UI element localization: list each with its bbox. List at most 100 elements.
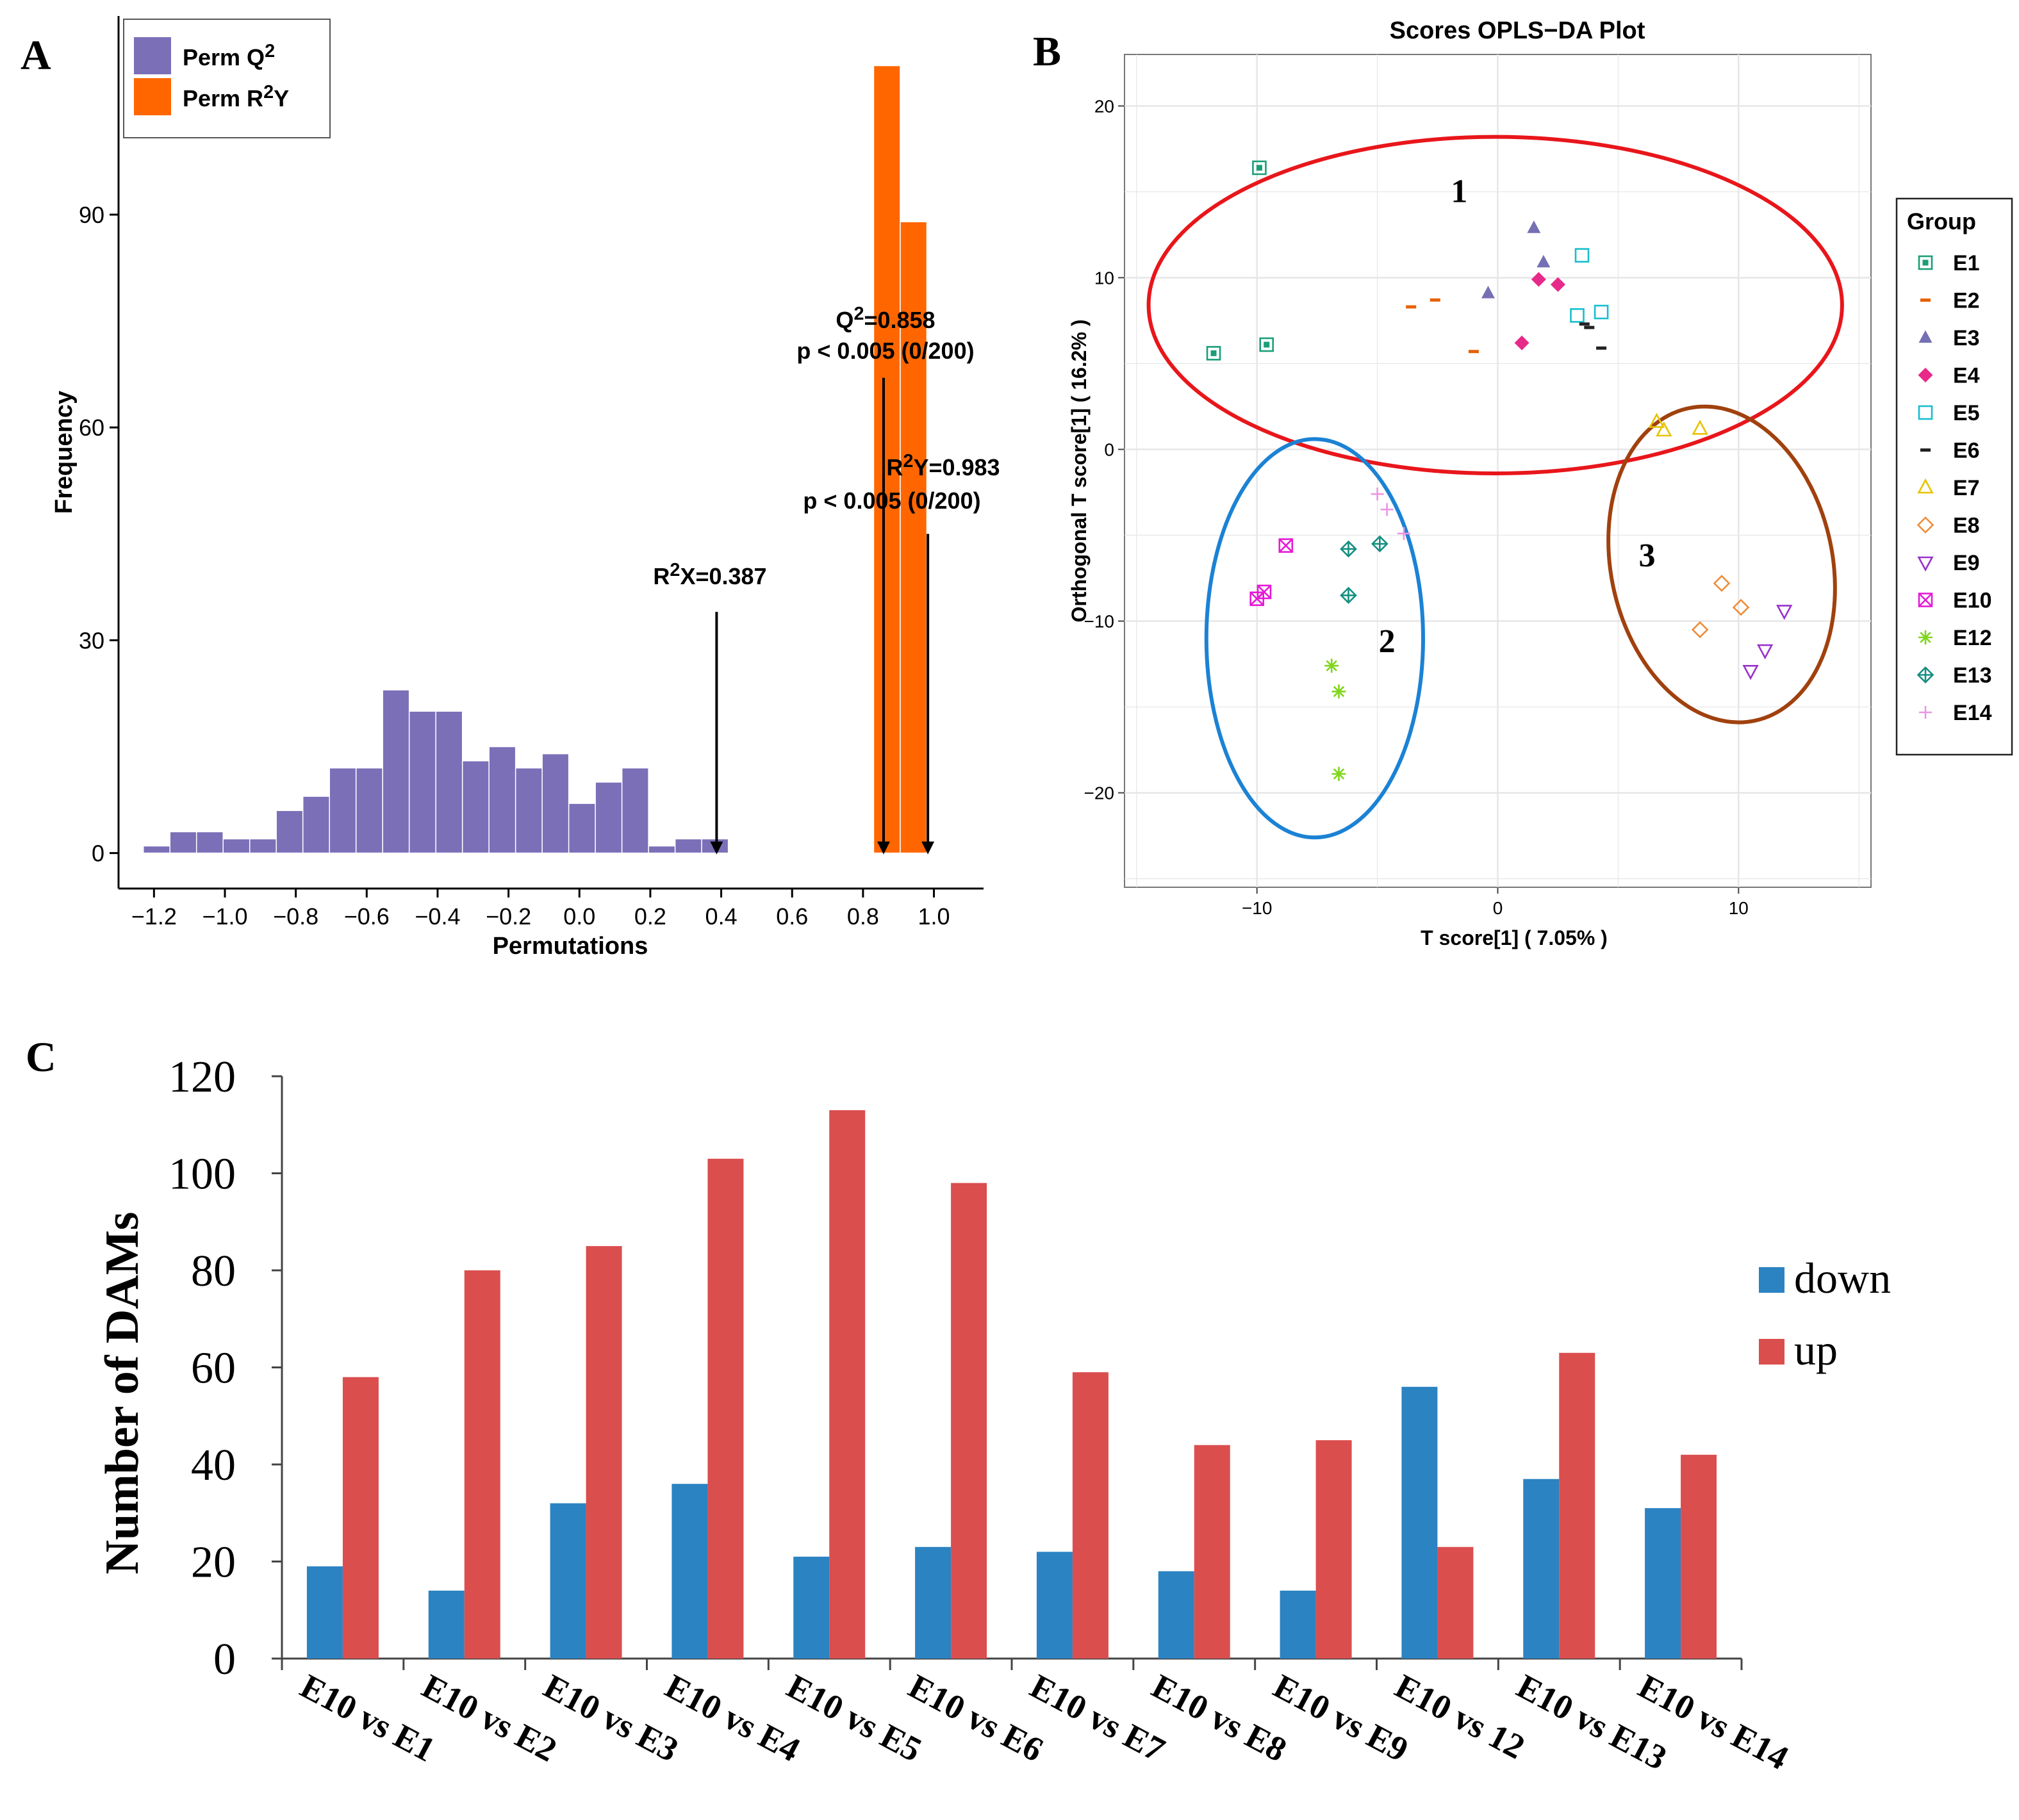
bar-up	[707, 1158, 744, 1659]
text-run: Q	[836, 307, 853, 333]
marker-part	[1918, 593, 1932, 607]
legend-marker	[1918, 630, 1932, 644]
marker-part	[1550, 277, 1565, 292]
marker-part	[1922, 259, 1929, 266]
marker-part	[1596, 346, 1607, 350]
marker-part	[1579, 322, 1590, 326]
legend-label: E14	[1953, 701, 1992, 725]
marker-part	[1692, 420, 1708, 435]
bar-up	[1681, 1454, 1717, 1659]
x-tick-label: 0.8	[847, 903, 879, 930]
point-E13	[1371, 535, 1389, 553]
marker-part	[1514, 335, 1529, 350]
marker-part	[1537, 254, 1551, 268]
y-axis-title: Orthogonal T score[1] ( 16.2% )	[1067, 320, 1091, 623]
point-E3	[1537, 254, 1551, 268]
legend-label: E8	[1953, 514, 1980, 538]
marker-part	[1278, 538, 1294, 553]
marker-part	[1918, 593, 1933, 607]
y-tick-label: 0	[213, 1635, 236, 1684]
marker-part	[1918, 368, 1933, 382]
bar-down	[1523, 1479, 1560, 1659]
point-E12	[1324, 659, 1339, 673]
legend-marker	[1918, 593, 1933, 607]
y-tick-label: −20	[1084, 783, 1115, 803]
x-category-label: E10 vs E7	[1024, 1667, 1171, 1769]
x-category-label: E10 vs E6	[902, 1667, 1050, 1769]
marker-part	[1691, 621, 1709, 639]
x-tick-label: −1.0	[202, 903, 247, 930]
x-category-label: E10 vs E1	[294, 1667, 441, 1769]
point-E4	[1550, 277, 1565, 292]
bar-down	[793, 1556, 830, 1659]
panel-label-b: B	[1033, 28, 1061, 75]
point-E5	[1570, 308, 1585, 323]
point-E4	[1531, 272, 1546, 287]
y-tick-label: 40	[191, 1441, 236, 1490]
superscript: 2	[853, 304, 864, 324]
legend-marker	[1918, 255, 1933, 270]
x-category-label: E10 vs 12	[1389, 1667, 1531, 1767]
legend-marker	[1918, 368, 1933, 382]
marker-part	[1206, 346, 1221, 361]
point-E8	[1713, 575, 1731, 592]
text-run: X=0.387	[680, 563, 766, 589]
legend-title: Group	[1907, 208, 1976, 234]
x-tick-label: 10	[1729, 898, 1749, 918]
bar-down	[915, 1546, 952, 1659]
marker-part	[1648, 413, 1665, 428]
histogram-bar	[408, 710, 436, 854]
marker-part	[1574, 248, 1590, 263]
bar-up	[586, 1246, 622, 1659]
marker-part	[1732, 598, 1750, 616]
legend-label: E4	[1953, 364, 1980, 388]
y-tick-label: 90	[79, 202, 104, 228]
bar-up	[1072, 1372, 1108, 1659]
marker-part	[1264, 341, 1270, 348]
x-tick-label: 0	[1493, 898, 1503, 918]
legend-label: E1	[1953, 251, 1980, 275]
marker-part	[1210, 350, 1217, 356]
text-run: Y	[274, 85, 289, 111]
x-axis-title: T score[1] ( 7.05% )	[1421, 926, 1608, 949]
marker-part	[1713, 575, 1731, 592]
annotation-p-value: p < 0.005 (0/200)	[796, 338, 974, 364]
marker-part	[1920, 632, 1931, 643]
marker-part	[1920, 299, 1931, 302]
histogram-bar	[222, 838, 251, 854]
histogram-bar	[382, 689, 410, 854]
cluster-label-2: 2	[1379, 623, 1396, 660]
text-run: Y=0.983	[913, 454, 1000, 480]
y-tick-label: 10	[1094, 268, 1114, 288]
x-category-label: E10 vs E2	[416, 1667, 563, 1769]
legend-marker	[1920, 299, 1931, 302]
bar-up	[342, 1377, 379, 1659]
legend-marker	[1917, 478, 1934, 494]
point-E7	[1656, 421, 1672, 437]
bar-down	[1036, 1552, 1073, 1659]
annotation-arrowhead	[921, 841, 935, 855]
point-E2	[1468, 350, 1479, 354]
x-category-label: E10 vs E3	[538, 1667, 685, 1769]
cluster-ellipse-1	[1146, 135, 1844, 476]
cluster-ellipse-3	[1606, 404, 1837, 725]
text-run: =0.858	[864, 307, 935, 333]
point-E8	[1732, 598, 1750, 616]
y-tick-label: 20	[1094, 96, 1114, 116]
superscript: 2	[670, 560, 680, 580]
x-axis-title: Permutations	[493, 933, 648, 960]
annotation-p-value: p < 0.005 (0/200)	[803, 488, 980, 514]
point-E12	[1331, 767, 1346, 782]
marker-part	[1594, 304, 1609, 320]
marker-part	[1333, 768, 1345, 780]
superscript: 2	[903, 451, 913, 471]
histogram-bar	[142, 845, 170, 854]
marker-part	[1570, 308, 1585, 323]
point-E6	[1584, 325, 1595, 329]
point-E1	[1259, 337, 1274, 352]
bar-up	[951, 1183, 987, 1659]
histogram-bar	[595, 782, 623, 854]
text-run: Perm Q	[183, 44, 265, 70]
point-E3	[1527, 220, 1541, 233]
